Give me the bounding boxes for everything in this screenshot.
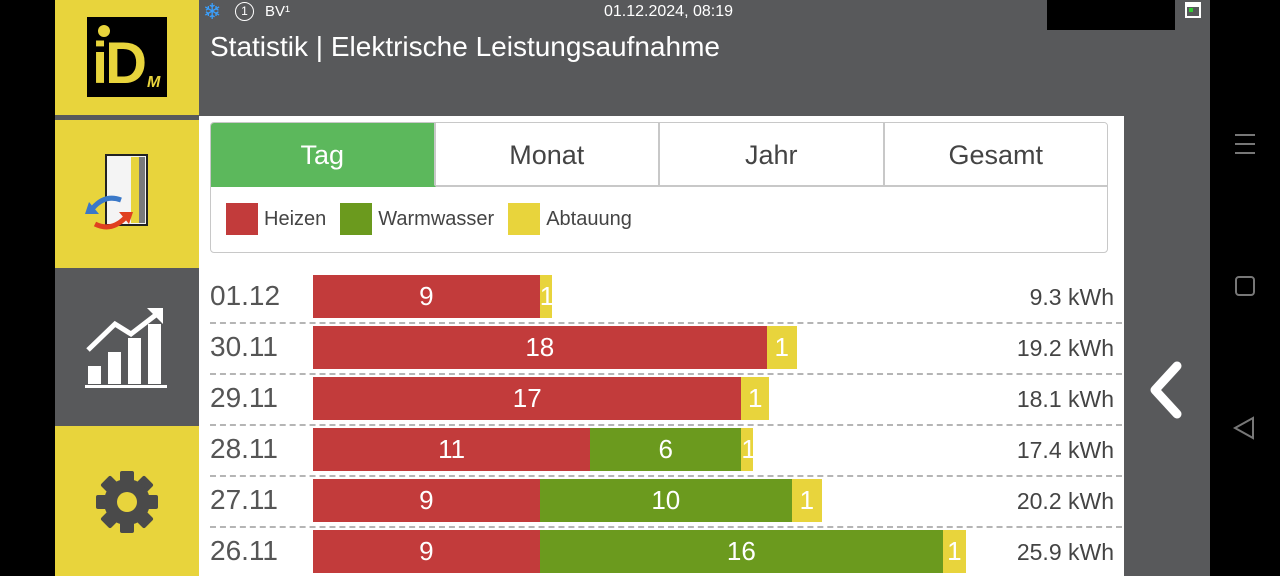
snowflake-icon: ❄ xyxy=(203,0,222,24)
back-chevron-icon[interactable] xyxy=(1145,360,1185,420)
row-separator xyxy=(210,526,1122,528)
seg-hot-water: 10 xyxy=(539,479,792,522)
row-total-value: 17.4 kWh xyxy=(1016,437,1114,463)
id-logo: iD M xyxy=(87,17,167,97)
logo-letters: iD xyxy=(92,31,147,96)
row-separator xyxy=(210,373,1122,375)
page-title: Statistik | Elektrische Leistungsaufnahm… xyxy=(210,31,720,62)
tab-year[interactable]: Jahr xyxy=(660,123,885,187)
seg-heating: 9 xyxy=(313,275,540,318)
android-nav-bar xyxy=(1210,0,1280,576)
seg-heating: 18 xyxy=(313,326,767,369)
chart-row: 28.11 11 6 1 17.4 kWh xyxy=(210,426,1122,477)
seg-defrost: 1 xyxy=(766,326,797,369)
status-bar: ❄ 1 BV¹ 01.12.2024, 08:19 xyxy=(199,0,1210,30)
seg-heating: 11 xyxy=(313,428,591,471)
row-total-value: 19.2 kWh xyxy=(1016,335,1114,361)
row-total-value: 18.1 kWh xyxy=(1016,386,1114,412)
period-selector: Tag Monat Jahr Gesamt Heizen Warmwasser … xyxy=(210,122,1108,253)
row-date-label: 27.11 xyxy=(210,484,278,515)
row-date-label: 28.11 xyxy=(210,433,278,464)
seg-heating: 9 xyxy=(313,530,540,573)
seg-defrost: 1 xyxy=(539,275,552,318)
chart-row: 29.11 17 1 18.1 kWh xyxy=(210,375,1122,426)
stacked-bar: 11 6 1 xyxy=(313,428,754,471)
row-separator xyxy=(210,424,1122,426)
seg-heating: 17 xyxy=(313,377,742,420)
legend-item-heating: Heizen xyxy=(226,203,326,235)
nav-settings-button[interactable] xyxy=(55,426,199,576)
stacked-bar: 17 1 xyxy=(313,377,770,420)
seg-hot-water: 16 xyxy=(539,530,943,573)
tab-total[interactable]: Gesamt xyxy=(884,123,1107,187)
tab-day[interactable]: Tag xyxy=(211,123,436,187)
seg-defrost: 1 xyxy=(741,377,770,420)
stacked-bar: 9 10 1 xyxy=(313,479,823,522)
seg-defrost: 1 xyxy=(791,479,823,522)
period-tabs: Tag Monat Jahr Gesamt xyxy=(211,123,1107,187)
row-separator xyxy=(210,475,1122,477)
circle-number-badge: 1 xyxy=(235,2,254,21)
back-icon[interactable] xyxy=(1232,416,1254,440)
seg-defrost: 1 xyxy=(741,428,754,471)
legend-label: Heizen xyxy=(264,207,327,230)
nav-statistics-button[interactable] xyxy=(55,272,199,422)
legend-label: Warmwasser xyxy=(378,207,495,230)
android-nav-icons xyxy=(1232,134,1255,440)
app-screen: iD M xyxy=(55,0,1210,576)
seg-heating: 9 xyxy=(313,479,540,522)
row-total-value: 20.2 kWh xyxy=(1016,488,1114,514)
row-total-value: 9.3 kWh xyxy=(1029,284,1114,310)
home-icon[interactable] xyxy=(1235,276,1255,296)
stacked-bar: 18 1 xyxy=(313,326,797,369)
logo-tile: iD M xyxy=(55,0,199,115)
bv-label: BV¹ xyxy=(265,3,291,20)
chart-row: 26.11 9 16 1 25.9 kWh xyxy=(210,528,1122,576)
recent-apps-icon[interactable] xyxy=(1235,134,1255,154)
legend-item-defrost: Abtauung xyxy=(508,203,632,235)
row-date-label: 29.11 xyxy=(210,382,278,413)
legend-swatch xyxy=(340,203,373,235)
nav-heatpump-button[interactable] xyxy=(55,120,199,268)
chart-row: 01.12 9 1 9.3 kWh xyxy=(210,273,1122,324)
row-date-label: 30.11 xyxy=(210,331,278,362)
legend-swatch xyxy=(508,203,541,235)
row-separator xyxy=(210,322,1122,324)
legend-item-hot-water: Warmwasser xyxy=(340,203,494,235)
row-total-value: 25.9 kWh xyxy=(1016,539,1114,565)
row-date-label: 26.11 xyxy=(210,535,278,566)
statistics-chart-icon xyxy=(85,308,167,388)
tab-month[interactable]: Monat xyxy=(435,123,660,187)
redacted-area xyxy=(1047,0,1175,30)
chart-row: 30.11 18 1 19.2 kWh xyxy=(210,324,1122,375)
row-date-label: 01.12 xyxy=(210,280,281,311)
datetime-display: 01.12.2024, 08:19 xyxy=(604,3,734,20)
seg-hot-water: 6 xyxy=(590,428,742,471)
statistics-panel: Tag Monat Jahr Gesamt Heizen Warmwasser … xyxy=(199,116,1124,576)
legend-swatch xyxy=(226,203,258,235)
daily-consumption-chart: 01.12 9 1 9.3 kWh 30.11 18 1 19.2 kWh 29.11 17 1 18… xyxy=(199,273,1124,576)
calendar-icon[interactable] xyxy=(1185,2,1201,18)
legend-label: Abtauung xyxy=(546,207,632,230)
chart-row: 27.11 9 10 1 20.2 kWh xyxy=(210,477,1122,528)
seg-defrost: 1 xyxy=(942,530,966,573)
stacked-bar: 9 16 1 xyxy=(313,530,966,573)
gear-icon xyxy=(96,471,158,533)
chart-legend: Heizen Warmwasser Abtauung xyxy=(226,203,646,235)
heatpump-icon xyxy=(85,154,148,230)
logo-sub: M xyxy=(147,74,161,91)
